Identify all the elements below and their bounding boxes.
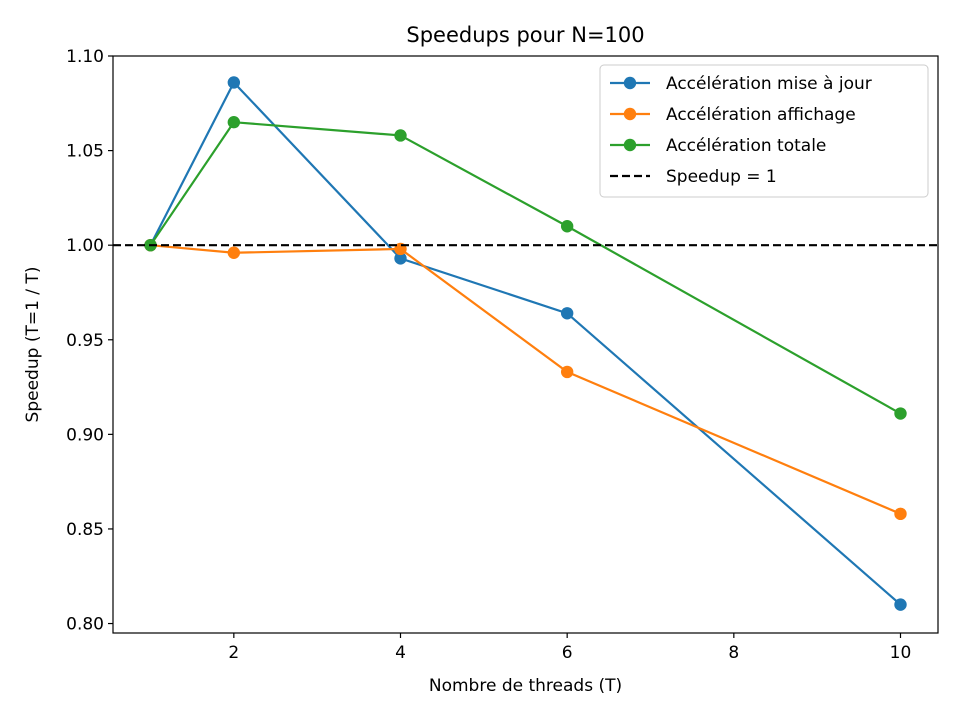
chart-title: Speedups pour N=100	[406, 23, 644, 47]
data-point-series-3	[394, 129, 407, 142]
legend-box	[599, 64, 929, 198]
y-tick-label: 0.95	[66, 331, 104, 351]
data-point-series-3	[894, 407, 907, 420]
y-tick-label: 0.85	[66, 520, 104, 540]
y-tick-label: 0.80	[66, 615, 104, 635]
chart-axes: 2 4 6 8 10 0.80 0.85 0.90 0.95 1.00 1.05 1.10	[66, 47, 911, 663]
chart-legend: Accélération mise à jour Accélération aff…	[599, 64, 929, 198]
chart-marks	[113, 76, 938, 611]
y-axis-label: Speedup (T=1 / T)	[23, 267, 43, 423]
legend-marker	[623, 107, 637, 121]
data-point-series-2	[894, 507, 907, 521]
x-tick-label: 4	[395, 643, 406, 663]
x-tick-label: 8	[728, 643, 739, 663]
x-tick-label: 10	[890, 643, 912, 663]
y-tick-label: 1.10	[66, 47, 104, 67]
x-axis-label: Nombre de threads (T)	[429, 676, 622, 696]
y-tick-label: 1.00	[66, 236, 104, 256]
data-point-series-1	[560, 307, 574, 320]
legend-label: Accélération affichage	[666, 105, 856, 125]
x-tick-label: 6	[562, 643, 573, 663]
legend-label: Accélération totale	[666, 136, 826, 156]
data-point-series-1	[894, 598, 907, 611]
data-point-series-3	[227, 116, 241, 129]
plot-frame	[112, 55, 939, 634]
x-tick-label: 2	[228, 643, 239, 663]
data-point-series-1	[227, 76, 241, 89]
legend-label: Accélération mise à jour	[666, 74, 872, 94]
y-tick-label: 0.90	[66, 425, 104, 445]
data-point-series-2	[560, 365, 574, 379]
legend-marker	[623, 138, 637, 152]
data-point-series-1	[394, 252, 407, 265]
legend-label: Speedup = 1	[666, 167, 777, 187]
y-tick-label: 1.05	[66, 142, 104, 162]
data-point-series-3	[560, 220, 574, 233]
legend-marker	[623, 76, 637, 90]
data-point-series-2	[227, 246, 241, 259]
